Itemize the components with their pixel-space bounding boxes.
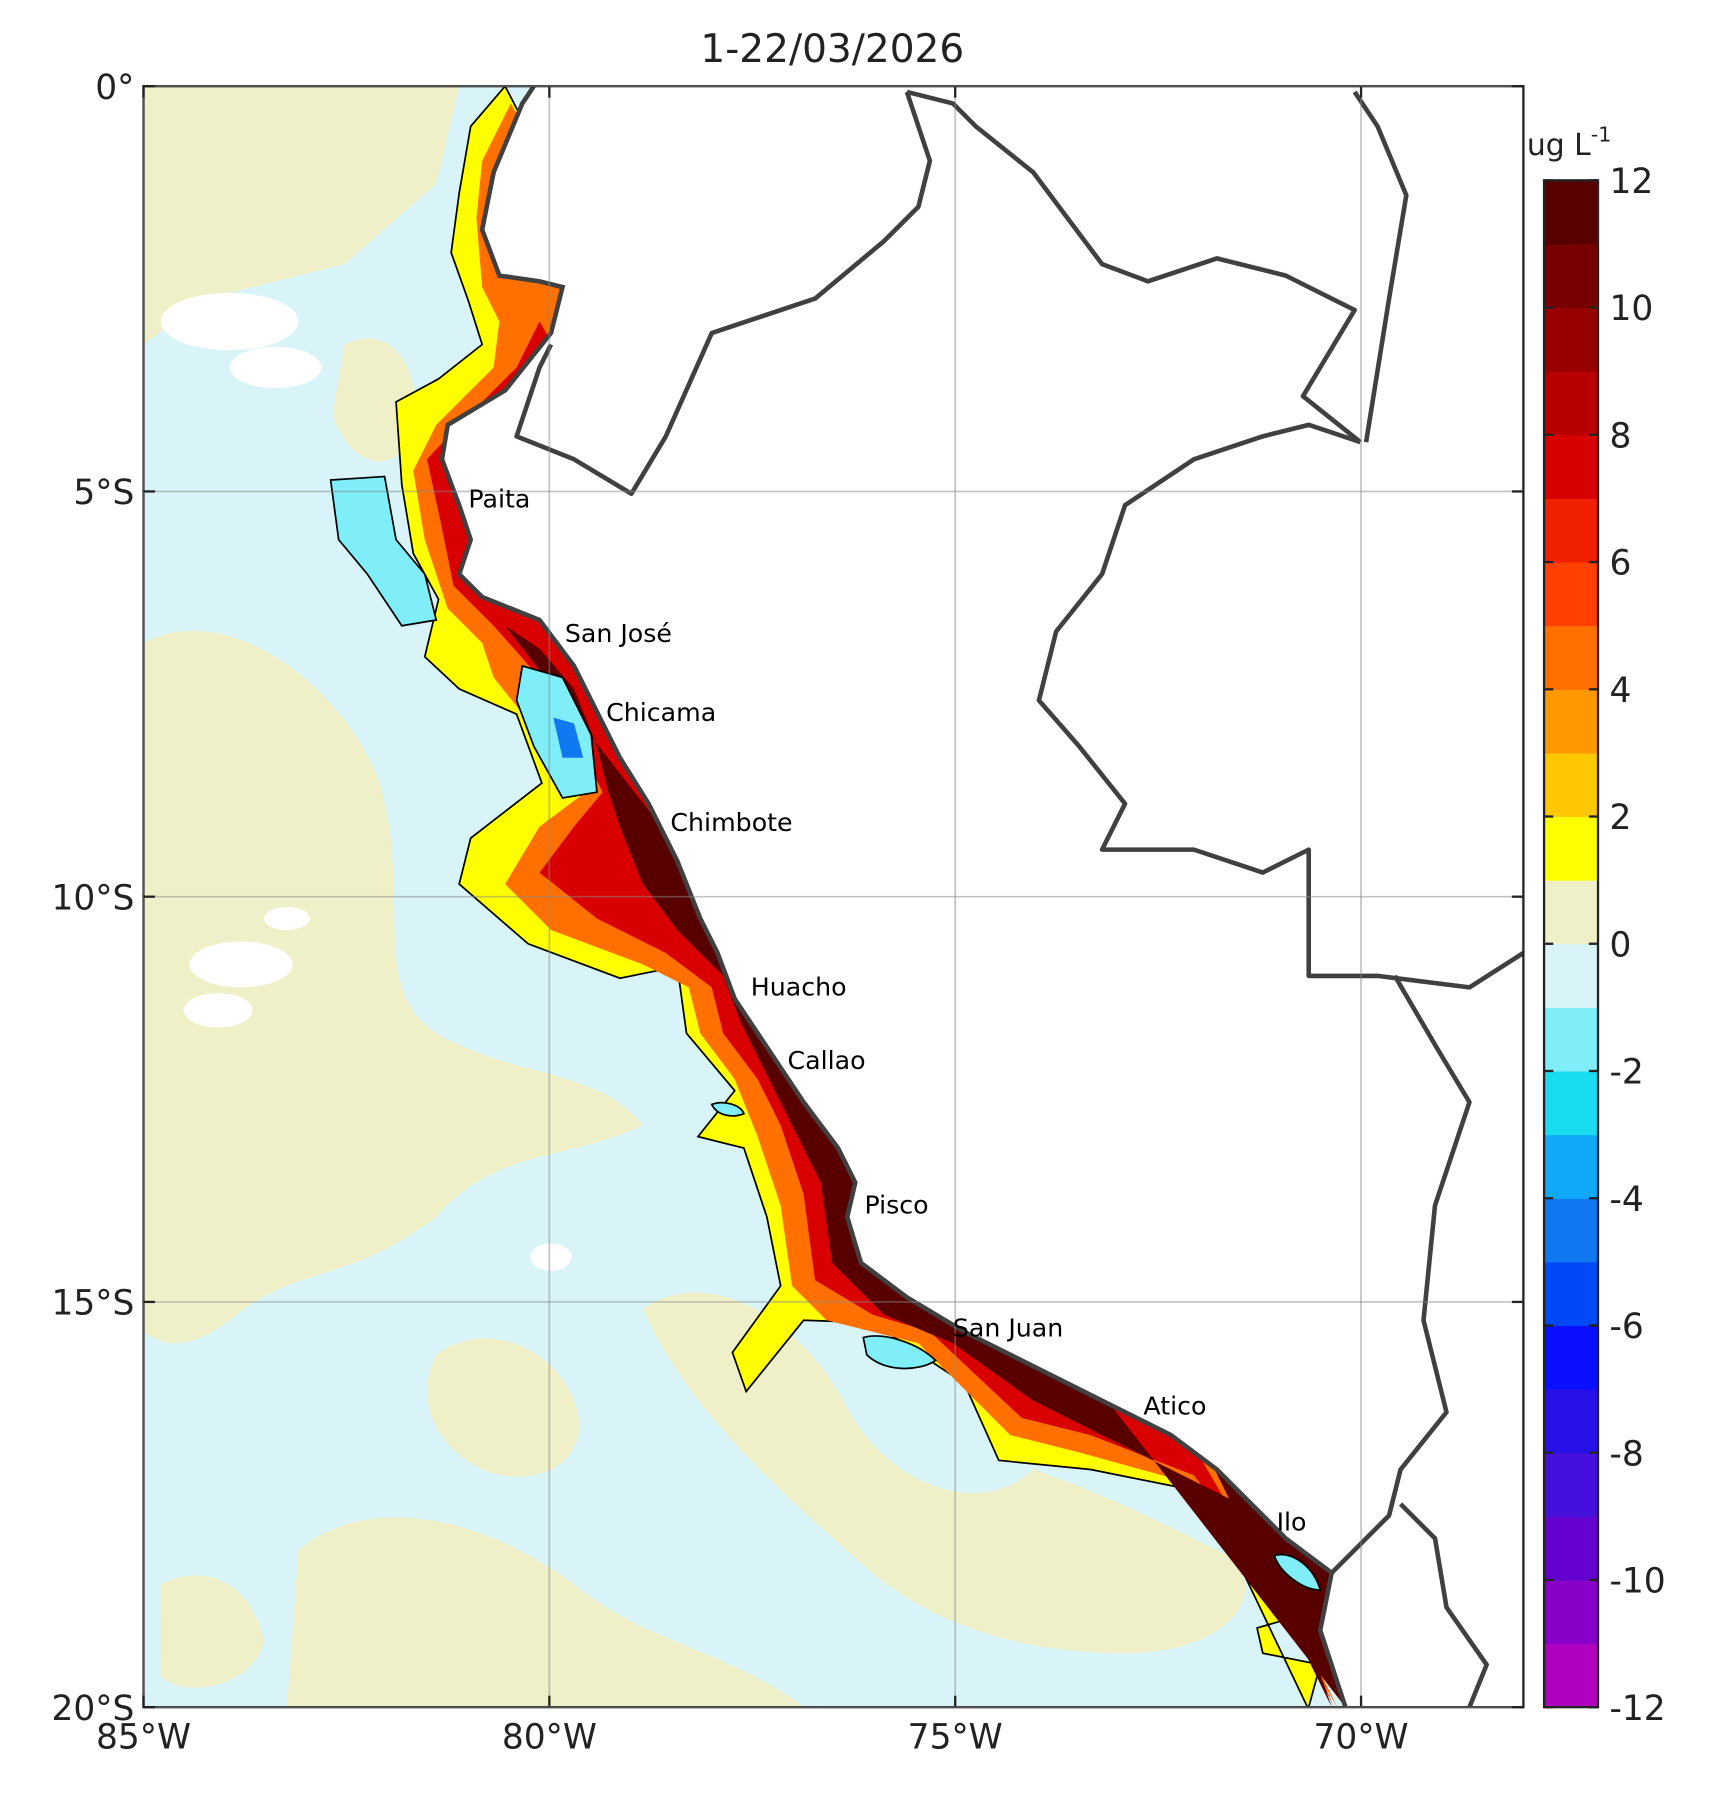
x-tick-label: 70°W (1314, 1718, 1409, 1758)
unit-exponent: -1 (1591, 122, 1612, 146)
y-tick-label: 20°S (51, 1689, 134, 1729)
colorbar-tick-label: -6 (1609, 1307, 1643, 1347)
colorbar-tick-label: 10 (1609, 289, 1653, 329)
place-label: San José (565, 619, 672, 648)
place-label: Paita (468, 485, 530, 514)
colorbar-tick-label: 12 (1609, 162, 1653, 202)
colorbar-tick-label: 0 (1609, 925, 1631, 965)
colorbar-band (1544, 689, 1599, 754)
negative-anomaly-areas (329, 475, 1322, 1591)
colorbar: ug L-1 -12 -10 -8 -6 -4 -2 0 2 4 6 8 10 12 (1527, 122, 1666, 1729)
cloud-gaps (160, 292, 572, 1271)
place-label: Chicama (606, 698, 716, 727)
colorbar-band (1544, 1134, 1599, 1199)
colorbar-band (1544, 498, 1599, 563)
place-label: Atico (1143, 1391, 1206, 1420)
colorbar-band (1544, 180, 1599, 245)
place-label: Pisco (864, 1191, 928, 1220)
coastline (439, 86, 1348, 1708)
map-area (143, 86, 1524, 1708)
axes: 85°W 80°W 75°W 70°W 0° 5°S 10°S 15°S 20°S Paita Sa… (51, 68, 1524, 1758)
y-tick-label: 15°S (51, 1284, 134, 1324)
colorbar-band (1544, 243, 1599, 309)
colorbar-band (1544, 307, 1599, 372)
colorbar-band (1544, 752, 1599, 818)
place-label: San Juan (953, 1313, 1063, 1342)
x-tick-label: 85°W (96, 1718, 191, 1758)
colorbar-tick-label: -2 (1609, 1053, 1643, 1093)
y-tick-label: 0° (95, 68, 134, 108)
colorbar-band (1544, 816, 1599, 881)
map-title: 1-22/03/2026 (700, 27, 964, 72)
x-tick-label: 75°W (908, 1718, 1003, 1758)
colorbar-band (1544, 1198, 1599, 1263)
place-label: Callao (788, 1046, 866, 1075)
colorbar-tick-label: 4 (1609, 671, 1631, 711)
y-tick-label: 5°S (73, 473, 134, 513)
place-label: Chimbote (670, 808, 792, 837)
colorbar-band (1544, 371, 1599, 436)
colorbar-tick-label: 2 (1609, 798, 1631, 838)
colorbar-band (1544, 943, 1599, 1008)
borders (514, 89, 1524, 1708)
y-tick-label: 10°S (51, 878, 134, 918)
place-label: Huacho (751, 972, 847, 1001)
colorbar-band (1544, 1389, 1599, 1454)
colorbar-band (1544, 1261, 1599, 1327)
colorbar-band (1544, 1007, 1599, 1072)
colorbar-band (1544, 434, 1599, 499)
colorbar-band (1544, 880, 1599, 945)
colorbar-tick-label: 6 (1609, 544, 1631, 584)
colorbar-band (1544, 1643, 1599, 1708)
low-anomaly-areas (143, 86, 1246, 1708)
colorbar-band (1544, 1325, 1599, 1390)
colorbar-band (1544, 562, 1599, 627)
colorbar-band (1544, 1070, 1599, 1136)
colorbar-band (1544, 625, 1599, 690)
unit-text: ug L (1527, 128, 1591, 163)
colorbar-tick-label: -10 (1609, 1562, 1665, 1602)
colorbar-unit: ug L-1 (1527, 122, 1612, 163)
colorbar-tick-label: -4 (1609, 1180, 1643, 1220)
colorbar-tick-label: -12 (1609, 1689, 1665, 1729)
colorbar-tick-label: -8 (1609, 1434, 1643, 1474)
colorbar-band (1544, 1452, 1599, 1517)
colorbar-band (1544, 1516, 1599, 1581)
x-tick-label: 80°W (502, 1718, 597, 1758)
colorbar-tick-label: 8 (1609, 416, 1631, 456)
colorbar-band (1544, 1579, 1599, 1645)
place-label: Ilo (1277, 1507, 1307, 1536)
